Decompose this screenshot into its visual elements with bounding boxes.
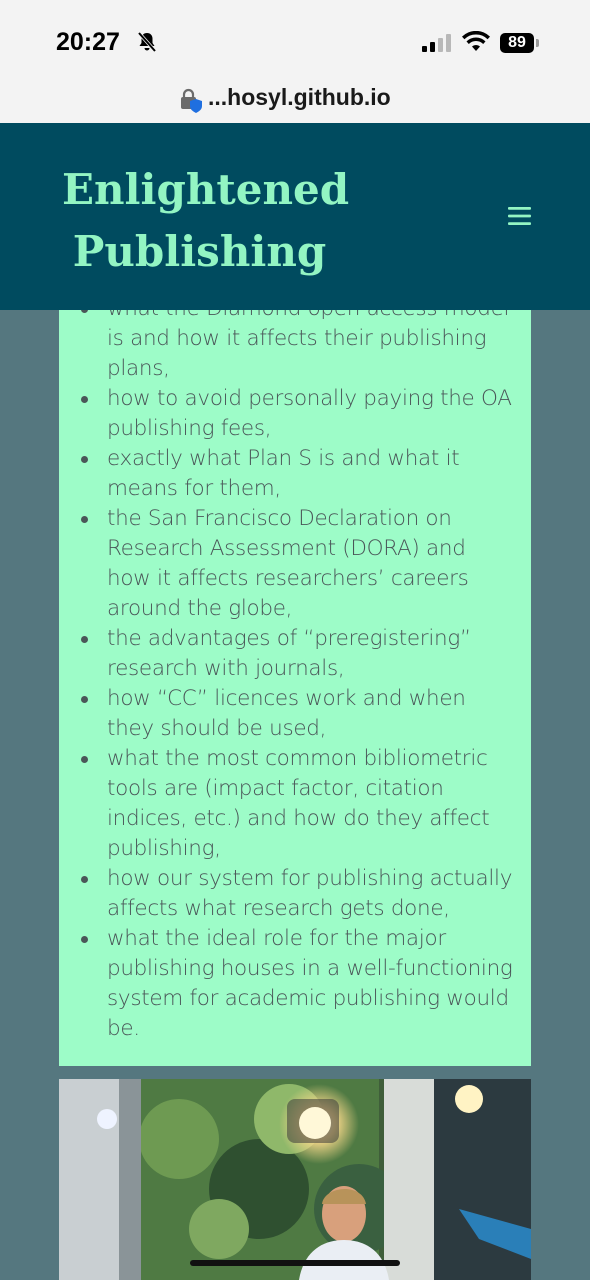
url-text[interactable]: ...hosyl.github.io: [208, 84, 391, 110]
address-bar[interactable]: [0, 88, 590, 123]
list-item: how to avoid personally paying the OA pu…: [59, 384, 531, 444]
site-header: Enlightened Publishing: [0, 123, 590, 310]
bullet-icon: [81, 396, 88, 403]
list-item-text: how “CC” licences work and when they sho…: [107, 686, 466, 741]
bullet-icon: [81, 636, 88, 643]
bullet-icon: [81, 696, 88, 703]
speaker-photo: [59, 1079, 531, 1280]
hamburger-menu-icon[interactable]: [508, 207, 532, 231]
list-item: what the ideal role for the major publis…: [59, 924, 531, 1044]
site-title[interactable]: Enlightened Publishing: [62, 165, 350, 276]
home-indicator[interactable]: [190, 1260, 400, 1266]
list-item-text: what the most common bibliometric tools …: [107, 746, 490, 861]
battery-tip: [536, 39, 539, 47]
list-item: how our system for publishing actually a…: [59, 864, 531, 924]
content-card: what the Diamond open access model is an…: [59, 296, 531, 1066]
list-item: the San Francisco Declaration on Researc…: [59, 504, 531, 624]
list-item-text: how our system for publishing actually a…: [107, 866, 513, 921]
wifi-icon: [462, 30, 490, 57]
bullet-icon: [81, 456, 88, 463]
topics-list: what the Diamond open access model is an…: [59, 296, 531, 1044]
bullet-icon: [81, 516, 88, 523]
list-item-text: how to avoid personally paying the OA pu…: [107, 386, 512, 441]
bullet-icon: [81, 936, 88, 943]
list-item-text: the advantages of “preregistering” resea…: [107, 626, 471, 681]
list-item: the advantages of “preregistering” resea…: [59, 624, 531, 684]
signal-icon: [422, 34, 454, 56]
status-bar: 20:27 89: [0, 0, 590, 88]
list-item-text: the San Francisco Declaration on Researc…: [107, 506, 469, 621]
bullet-icon: [81, 876, 88, 883]
list-item-text: exactly what Plan S is and what it means…: [107, 446, 460, 501]
list-item: exactly what Plan S is and what it means…: [59, 444, 531, 504]
bullet-icon: [81, 756, 88, 763]
status-time: 20:27: [56, 28, 120, 56]
list-item-text: what the ideal role for the major publis…: [107, 926, 513, 1041]
lock-shield-icon: [180, 88, 204, 118]
battery-icon: 89: [500, 33, 534, 53]
bell-muted-icon: [136, 31, 158, 57]
list-item: how “CC” licences work and when they sho…: [59, 684, 531, 744]
list-item: what the most common bibliometric tools …: [59, 744, 531, 864]
